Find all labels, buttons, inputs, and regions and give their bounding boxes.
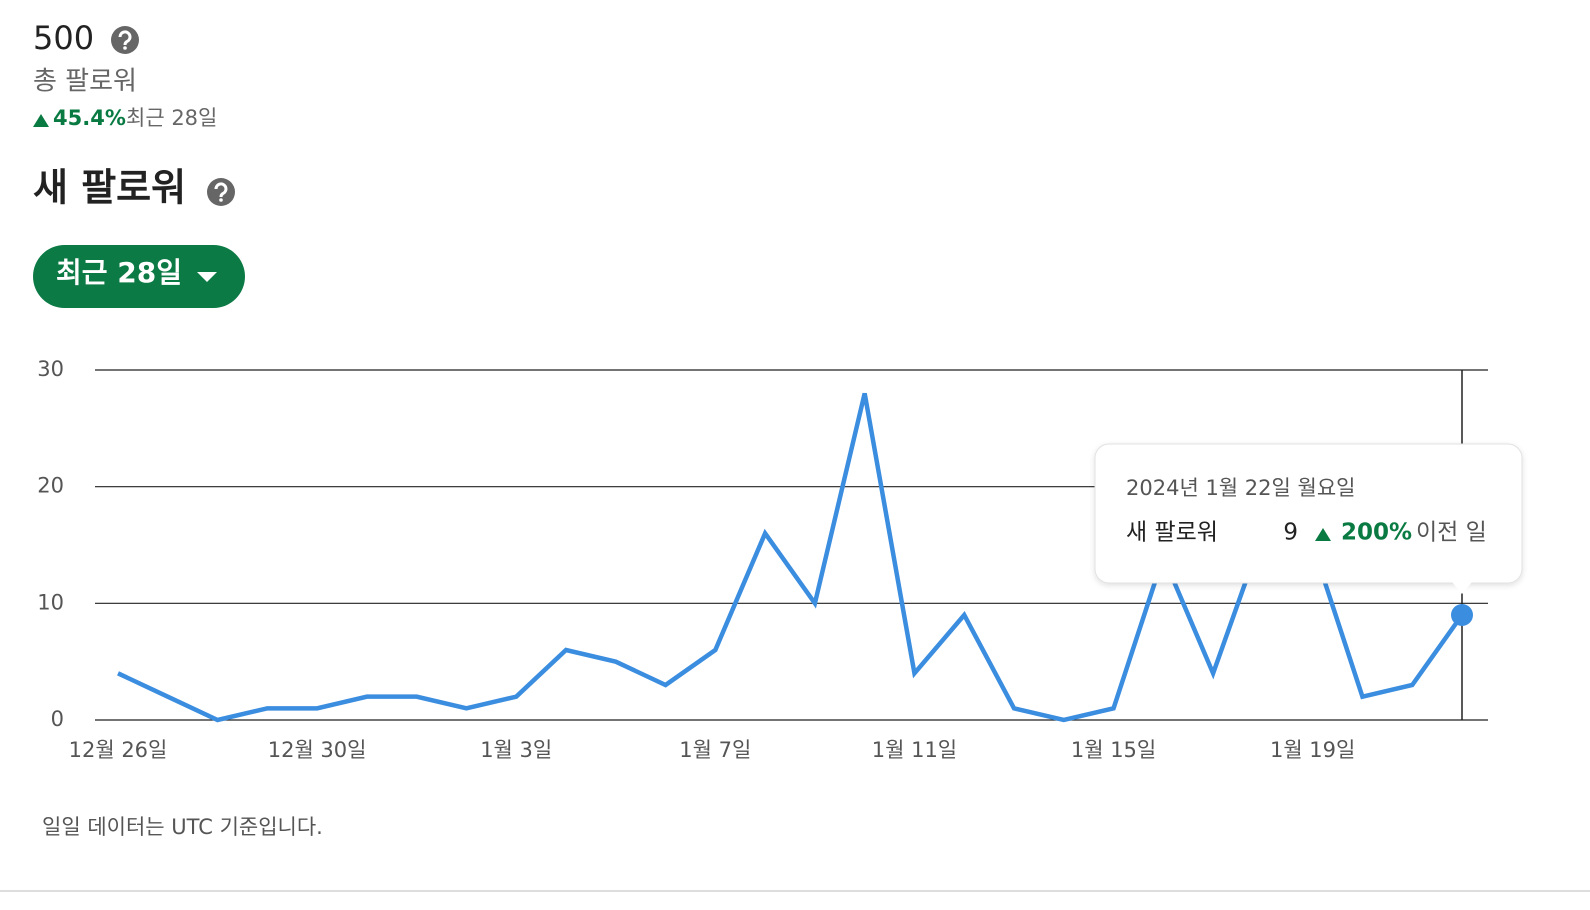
dropdown-caret (197, 272, 217, 282)
tooltip-compare: 이전 일 (1416, 520, 1487, 546)
tooltip-value: 9 (1283, 520, 1298, 546)
help-glyph (118, 30, 132, 46)
x-tick-label: 1월 15일 (1071, 738, 1156, 762)
help-icon[interactable] (111, 26, 139, 54)
change: 45.4% (53, 106, 126, 130)
dropdown-label: 최근 28일 (56, 256, 182, 289)
help-circle (111, 26, 139, 54)
tooltip-date: 2024년 1월 22일 월요일 (1126, 476, 1355, 500)
tooltip: 2024년 1월 22일 월요일 새 팔로워 9 200% 이전 일 (1094, 443, 1523, 594)
help-dot (123, 46, 127, 50)
help-circle (207, 178, 235, 206)
up-arrow (33, 114, 49, 127)
tooltip-up-arrow (1315, 528, 1331, 541)
x-tick-label: 1월 11일 (872, 738, 957, 762)
y-tick-label: 20 (37, 474, 64, 498)
help-dot (219, 198, 223, 202)
y-tick-label: 10 (37, 590, 64, 614)
y-tick-label: 30 (37, 357, 64, 381)
help-icon[interactable] (207, 178, 235, 206)
chart: 0 10 20 30 12월 26일 12월 30일 1월 3일 1월 7일 1월 11일 1월 … (37, 357, 1488, 762)
x-tick-label: 12월 30일 (268, 738, 367, 762)
footnote: 일일 데이터는 UTC 기준입니다. (42, 815, 323, 839)
dropdown-bg (33, 245, 245, 308)
help-glyph (214, 182, 228, 198)
tooltip-pointer (1452, 582, 1472, 594)
x-tick-label: 1월 3일 (480, 738, 552, 762)
section-title: 새 팔로워 (33, 166, 186, 210)
series-line (117, 392, 1464, 723)
x-tick-label: 1월 19일 (1270, 738, 1355, 762)
total-value: 500 (33, 19, 94, 57)
tooltip-box (1094, 443, 1523, 584)
tooltip-change: 200% (1341, 520, 1412, 546)
y-tick-label: 0 (51, 707, 64, 731)
x-tick-label: 12월 26일 (69, 738, 168, 762)
total-label: 총 팔로워 (33, 67, 137, 97)
hover-point (1451, 604, 1473, 626)
tooltip-label: 새 팔로워 (1126, 520, 1218, 546)
period-dropdown[interactable]: 최근 28일 (33, 245, 245, 308)
period: 최근 28일 (126, 106, 217, 130)
x-tick-label: 1월 7일 (679, 738, 751, 762)
